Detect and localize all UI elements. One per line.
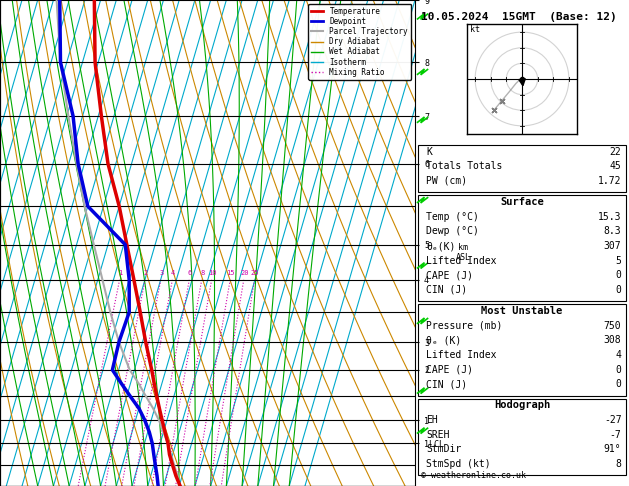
Text: 20: 20 [240,270,248,277]
Text: SREH: SREH [426,430,450,440]
Text: Most Unstable: Most Unstable [481,306,562,316]
Text: Temp (°C): Temp (°C) [426,212,479,222]
Text: PW (cm): PW (cm) [426,176,467,186]
Text: θₑ (K): θₑ (K) [426,335,462,346]
Text: kt: kt [470,25,481,34]
Text: Dewp (°C): Dewp (°C) [426,226,479,237]
Text: 15.3: 15.3 [598,212,621,222]
Text: 45: 45 [610,161,621,172]
Text: -27: -27 [604,415,621,425]
Text: CAPE (J): CAPE (J) [426,364,473,375]
Text: 8: 8 [200,270,204,277]
Text: 10: 10 [208,270,216,277]
Text: CIN (J): CIN (J) [426,285,467,295]
Y-axis label: km
ASL: km ASL [456,243,471,262]
Text: Surface: Surface [500,197,544,208]
Text: Totals Totals: Totals Totals [426,161,503,172]
Text: Hodograph: Hodograph [494,400,550,411]
Text: 4: 4 [616,350,621,360]
Text: © weatheronline.co.uk: © weatheronline.co.uk [421,471,526,480]
Text: 1: 1 [118,270,123,277]
Text: Lifted Index: Lifted Index [426,256,497,266]
Text: 22: 22 [610,147,621,157]
Text: θₑ(K): θₑ(K) [426,241,455,251]
Text: 0: 0 [616,364,621,375]
Text: 1.72: 1.72 [598,176,621,186]
Legend: Temperature, Dewpoint, Parcel Trajectory, Dry Adiabat, Wet Adiabat, Isotherm, Mi: Temperature, Dewpoint, Parcel Trajectory… [308,4,411,80]
Text: 0: 0 [616,270,621,280]
Text: 3: 3 [159,270,164,277]
Text: 91°: 91° [604,444,621,454]
Text: 308: 308 [604,335,621,346]
Text: 25: 25 [251,270,259,277]
Text: StmDir: StmDir [426,444,462,454]
Text: EH: EH [426,415,438,425]
Text: 307: 307 [604,241,621,251]
Text: 8: 8 [616,459,621,469]
Text: 0: 0 [616,379,621,389]
Text: Lifted Index: Lifted Index [426,350,497,360]
Text: K: K [426,147,432,157]
Text: 2: 2 [143,270,148,277]
Text: 5: 5 [616,256,621,266]
Text: StmSpd (kt): StmSpd (kt) [426,459,491,469]
Text: CIN (J): CIN (J) [426,379,467,389]
Text: 10.05.2024  15GMT  (Base: 12): 10.05.2024 15GMT (Base: 12) [421,12,617,22]
Text: 8.3: 8.3 [604,226,621,237]
Text: 15: 15 [226,270,235,277]
Text: 6: 6 [188,270,192,277]
Text: 4: 4 [171,270,175,277]
Text: -7: -7 [610,430,621,440]
Text: 750: 750 [604,321,621,331]
Text: Pressure (mb): Pressure (mb) [426,321,503,331]
Text: 0: 0 [616,285,621,295]
Text: CAPE (J): CAPE (J) [426,270,473,280]
